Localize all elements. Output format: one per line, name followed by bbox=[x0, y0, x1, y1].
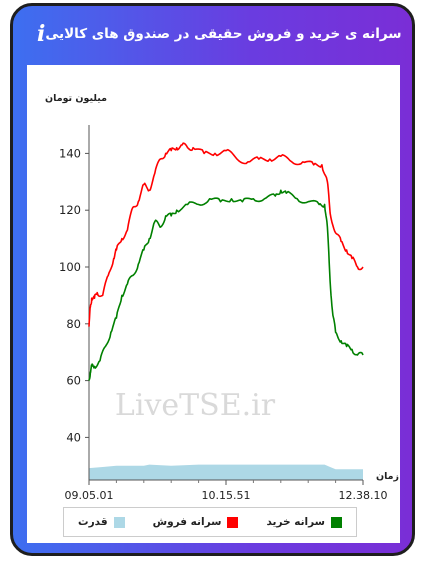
legend-swatch-sell bbox=[227, 516, 239, 528]
chart-panel: LiveTSE.ir 40 60 80 100 120 140 میلیون تومان زما… bbox=[27, 65, 400, 543]
chart-card: i سرانه ی خرید و فروش حقیقی در صندوق های… bbox=[10, 3, 415, 556]
y-tick-label: 120 bbox=[59, 203, 81, 217]
legend-item-buy[interactable]: سرانه خرید bbox=[266, 516, 342, 528]
link-icon[interactable] bbox=[410, 25, 415, 43]
chart-legend: سرانه خرید سرانه فروش قدرت bbox=[63, 507, 357, 537]
legend-label-buy: سرانه خرید bbox=[266, 516, 325, 528]
y-axis-label: میلیون تومان bbox=[45, 93, 107, 104]
x-tick-label: 12.38.10 bbox=[339, 489, 388, 502]
power-area bbox=[89, 464, 363, 480]
x-axis-label: زمان bbox=[376, 471, 399, 482]
legend-swatch-power bbox=[113, 516, 125, 528]
y-tick-label: 80 bbox=[66, 317, 81, 331]
legend-label-power: قدرت bbox=[78, 516, 108, 528]
x-tick-label: 10.15.51 bbox=[202, 489, 251, 502]
y-tick-label: 60 bbox=[66, 374, 81, 388]
sell-line bbox=[88, 142, 364, 327]
legend-label-sell: سرانه فروش bbox=[152, 516, 222, 528]
legend-item-sell[interactable]: سرانه فروش bbox=[153, 516, 239, 528]
info-icon[interactable]: i bbox=[37, 21, 46, 47]
legend-swatch-buy bbox=[331, 516, 342, 528]
y-tick-label: 140 bbox=[59, 146, 81, 160]
watermark: LiveTSE.ir bbox=[115, 388, 276, 423]
buy-line bbox=[88, 189, 364, 381]
x-tick-label: 09.05.01 bbox=[65, 489, 114, 502]
chart-title: سرانه ی خرید و فروش حقیقی در صندوق های ک… bbox=[45, 26, 402, 42]
y-tick-label: 100 bbox=[59, 260, 81, 274]
title-wrap: سرانه ی خرید و فروش حقیقی در صندوق های ک… bbox=[45, 25, 415, 43]
card-header: i سرانه ی خرید و فروش حقیقی در صندوق های… bbox=[13, 6, 412, 62]
y-tick-label: 40 bbox=[66, 430, 81, 444]
chart-plot: LiveTSE.ir 40 60 80 100 120 140 میلیون تومان زما… bbox=[45, 93, 399, 502]
legend-item-power[interactable]: قدرت bbox=[78, 516, 125, 528]
